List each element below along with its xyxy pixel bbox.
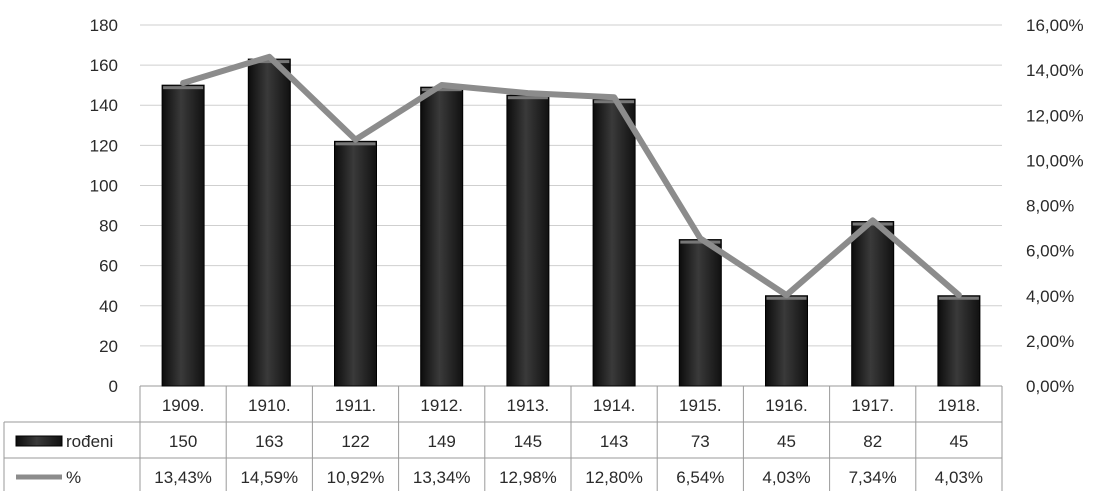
line-series (180, 53, 962, 299)
data-label: 10,92% (327, 468, 385, 487)
data-table: 1909. 1910. 1911. 1912. 1913. 1914. 1915. 1916.… (3, 386, 1003, 491)
y-right-tick-label: 8,00% (1026, 197, 1074, 216)
y-right-tick-label: 2,00% (1026, 332, 1074, 351)
bar-top-highlight (249, 60, 290, 64)
data-label: 150 (169, 432, 197, 451)
legend-label: % (66, 468, 81, 487)
line-point (181, 80, 186, 85)
bar (247, 58, 291, 387)
data-label: 4,03% (935, 468, 983, 487)
bar-top-highlight (680, 240, 721, 244)
line-point (698, 236, 703, 241)
y-right-tick-label: 4,00% (1026, 287, 1074, 306)
data-label: 143 (600, 432, 628, 451)
data-label: 7,34% (849, 468, 897, 487)
bar-top-highlight (163, 86, 204, 90)
x-tick-label: 1918. (938, 396, 981, 415)
y-right-tick-label: 0,00% (1026, 377, 1074, 396)
line-point (784, 293, 789, 298)
data-label: 145 (514, 432, 542, 451)
data-label: 73 (691, 432, 710, 451)
x-tick-label: 1915. (679, 396, 722, 415)
bar (765, 295, 808, 387)
line-point (870, 218, 875, 223)
y-right-tick-label: 16,00% (1026, 16, 1084, 35)
line-point (525, 91, 530, 96)
data-label: 163 (255, 432, 283, 451)
legend-bar-key (15, 435, 63, 447)
y-left-tick-label: 160 (90, 56, 118, 75)
legend-label: rođeni (66, 432, 113, 451)
x-tick-label: 1916. (765, 396, 808, 415)
line-point (439, 83, 444, 88)
bar-top-highlight (421, 88, 462, 92)
bar (334, 140, 377, 387)
bar-top-highlight (507, 96, 548, 100)
bar (506, 94, 550, 387)
data-label: 122 (341, 432, 369, 451)
bar-top-highlight (938, 296, 979, 300)
y-right-tick-label: 12,00% (1026, 106, 1084, 125)
data-label: 13,43% (154, 468, 212, 487)
bar (592, 98, 636, 387)
x-tick-label: 1914. (593, 396, 636, 415)
y-left-tick-label: 100 (90, 176, 118, 195)
x-tick-label: 1913. (507, 396, 550, 415)
bar-top-highlight (335, 142, 376, 146)
y-right-tick-label: 14,00% (1026, 61, 1084, 80)
y-left-tick-label: 80 (99, 217, 118, 236)
data-label: 45 (777, 432, 796, 451)
x-tick-label: 1917. (851, 396, 894, 415)
line-point (353, 137, 358, 142)
data-label: 12,98% (499, 468, 557, 487)
line-path (180, 53, 962, 299)
x-tick-label: 1912. (420, 396, 463, 415)
x-tick-label: 1911. (335, 396, 376, 415)
data-label: 149 (428, 432, 456, 451)
data-label: 14,59% (240, 468, 298, 487)
y-left-tick-label: 180 (90, 16, 118, 35)
bar (851, 221, 895, 387)
y-axis-right: 0,00% 2,00% 4,00% 6,00% 8,00% 10,00% 12,00% 14,… (1026, 16, 1084, 396)
bar (161, 84, 205, 387)
data-label: 6,54% (676, 468, 724, 487)
y-left-tick-label: 120 (90, 136, 118, 155)
y-left-tick-label: 20 (99, 337, 118, 356)
line-point (612, 95, 617, 100)
data-label: 45 (949, 432, 968, 451)
bar (937, 295, 981, 387)
bar-series (161, 58, 981, 387)
line-point (956, 293, 961, 298)
data-label: 12,80% (585, 468, 643, 487)
x-tick-label: 1910. (248, 396, 291, 415)
data-label: 13,34% (413, 468, 471, 487)
y-left-tick-label: 40 (99, 297, 118, 316)
bar-top-highlight (766, 296, 807, 300)
bar (420, 86, 464, 387)
y-right-tick-label: 6,00% (1026, 242, 1074, 261)
line-point (267, 54, 272, 59)
y-right-tick-label: 10,00% (1026, 151, 1084, 170)
y-left-tick-label: 60 (99, 257, 118, 276)
bar (678, 239, 722, 387)
data-label: 82 (863, 432, 882, 451)
x-tick-label: 1909. (162, 396, 205, 415)
y-axis-left: 0 20 40 60 80 100 120 140 160 180 (90, 16, 118, 396)
data-label: 4,03% (762, 468, 810, 487)
y-left-tick-label: 0 (109, 377, 118, 396)
y-left-tick-label: 140 (90, 96, 118, 115)
